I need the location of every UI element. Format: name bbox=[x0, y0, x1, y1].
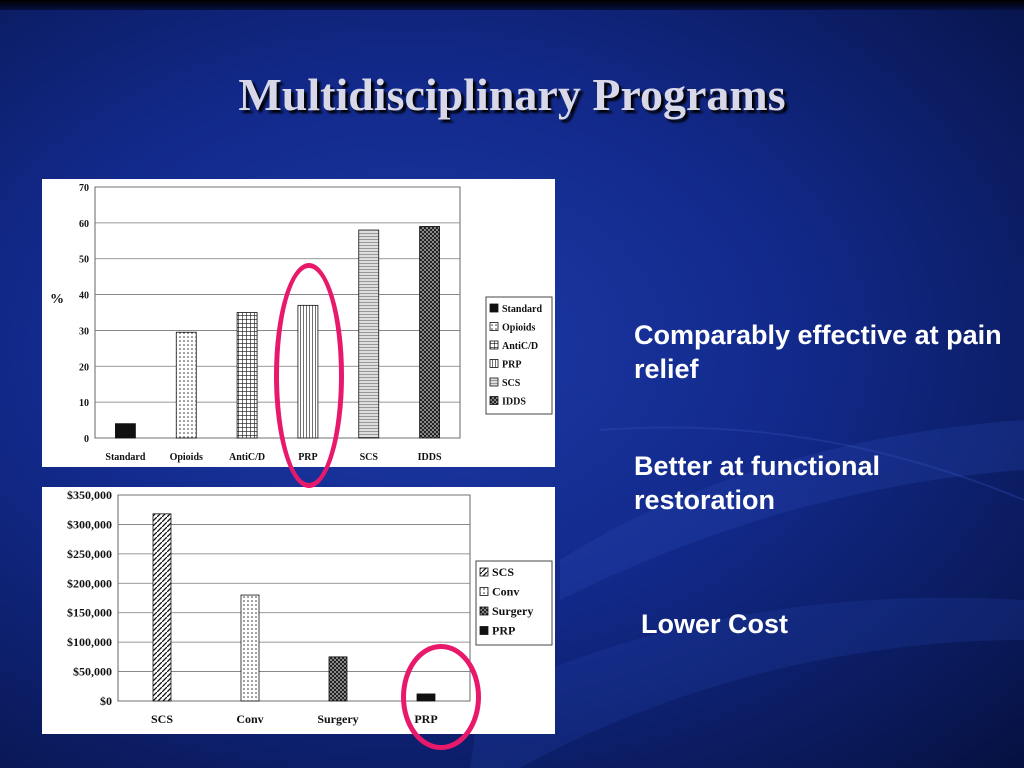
c2-x-tick-label: SCS bbox=[151, 712, 173, 726]
c1-legend-swatch bbox=[489, 303, 499, 313]
c1-legend-swatch bbox=[489, 322, 499, 331]
c2-bar-surgery bbox=[328, 656, 348, 702]
c2-legend-swatch bbox=[479, 626, 489, 635]
c1-bar-anticd bbox=[236, 312, 258, 439]
slide-title: Multidisciplinary Programs bbox=[238, 69, 786, 120]
c1-legend-label: Standard bbox=[502, 304, 542, 315]
c2-bar-conv bbox=[240, 594, 260, 702]
c2-legend-label: Surgery bbox=[492, 604, 533, 618]
bullet-lower-cost: Lower Cost bbox=[641, 609, 789, 639]
c2-x-tick-label: Surgery bbox=[317, 712, 358, 726]
c2-legend-swatch bbox=[479, 606, 489, 616]
c1-legend-swatch bbox=[489, 359, 499, 368]
cost-y-ticks: $0 $50,000 $100,000 $150,000 $200,000 $250,00… bbox=[67, 488, 112, 708]
c1-legend-label: Opioids bbox=[502, 323, 535, 334]
c2-legend-label: PRP bbox=[492, 624, 515, 638]
c2-legend-label: Conv bbox=[492, 585, 519, 599]
cost-bars bbox=[152, 513, 436, 702]
c1-legend-swatch bbox=[489, 377, 499, 387]
pain-relief-y-label: % bbox=[50, 292, 64, 307]
c2-y-tick-label: $0 bbox=[100, 694, 112, 708]
c1-legend-swatch bbox=[489, 340, 499, 350]
c1-y-tick-label: 10 bbox=[79, 398, 89, 409]
c2-y-tick-label: $250,000 bbox=[67, 547, 112, 561]
c1-y-tick-label: 30 bbox=[79, 326, 89, 337]
c1-bar-standard bbox=[115, 423, 136, 439]
c1-x-tick-label: Opioids bbox=[170, 452, 203, 463]
c2-legend-swatch bbox=[479, 567, 489, 577]
c1-x-tick-label: IDDS bbox=[418, 452, 442, 463]
pain-relief-legend: Standard Opioids AntiC/D PRP SCS IDDS bbox=[485, 296, 553, 415]
prp-highlight-ring-top bbox=[274, 263, 344, 488]
c1-y-tick-label: 70 bbox=[79, 183, 89, 194]
c2-y-tick-label: $50,000 bbox=[73, 665, 112, 679]
c1-legend-label: PRP bbox=[502, 360, 521, 371]
c2-y-tick-label: $200,000 bbox=[67, 576, 112, 590]
c2-y-tick-label: $350,000 bbox=[67, 488, 112, 502]
c1-bar-idds bbox=[419, 226, 440, 439]
c1-y-tick-label: 40 bbox=[79, 291, 89, 302]
top-band bbox=[0, 0, 1024, 10]
c1-x-tick-label: Standard bbox=[105, 452, 145, 463]
pain-relief-y-ticks: 0 10 20 30 40 50 60 70 bbox=[79, 183, 89, 445]
c1-legend-swatch bbox=[489, 396, 499, 405]
c1-y-tick-label: 0 bbox=[84, 434, 89, 445]
c2-bar-scs bbox=[152, 513, 172, 702]
c2-legend-swatch bbox=[479, 587, 489, 596]
c1-y-tick-label: 20 bbox=[79, 362, 89, 373]
c2-y-tick-label: $150,000 bbox=[67, 606, 112, 620]
cost-x-ticks: SCS Conv Surgery PRP bbox=[151, 712, 438, 726]
pain-relief-x-ticks: Standard Opioids AntiC/D PRP SCS IDDS bbox=[105, 452, 442, 463]
c2-y-tick-label: $300,000 bbox=[67, 517, 112, 531]
c1-legend-label: SCS bbox=[502, 378, 521, 389]
c1-legend-label: AntiC/D bbox=[502, 341, 538, 352]
c1-bar-scs bbox=[358, 229, 380, 439]
c1-y-tick-label: 50 bbox=[79, 255, 89, 266]
c2-legend-box bbox=[475, 560, 553, 646]
bullet-pain-relief: Comparably effective at pain relief bbox=[634, 320, 1002, 384]
c1-x-tick-label: SCS bbox=[360, 452, 379, 463]
cost-chart-svg: $0 $50,000 $100,000 $150,000 $200,000 $250,00… bbox=[67, 488, 553, 726]
c1-legend-box bbox=[485, 296, 553, 415]
prp-highlight-ring-bottom bbox=[401, 644, 481, 750]
c1-y-tick-label: 60 bbox=[79, 219, 89, 230]
c2-y-tick-label: $100,000 bbox=[67, 635, 112, 649]
c2-legend-label: SCS bbox=[492, 565, 514, 579]
c1-legend-label: IDDS bbox=[502, 397, 526, 408]
c2-x-tick-label: Conv bbox=[236, 712, 263, 726]
c1-x-tick-label: AntiC/D bbox=[229, 452, 265, 463]
cost-legend: SCS Conv Surgery PRP bbox=[475, 560, 553, 646]
c1-bar-opioids bbox=[175, 331, 197, 439]
bullet-functional-restoration: Better at functional restoration bbox=[634, 451, 881, 515]
